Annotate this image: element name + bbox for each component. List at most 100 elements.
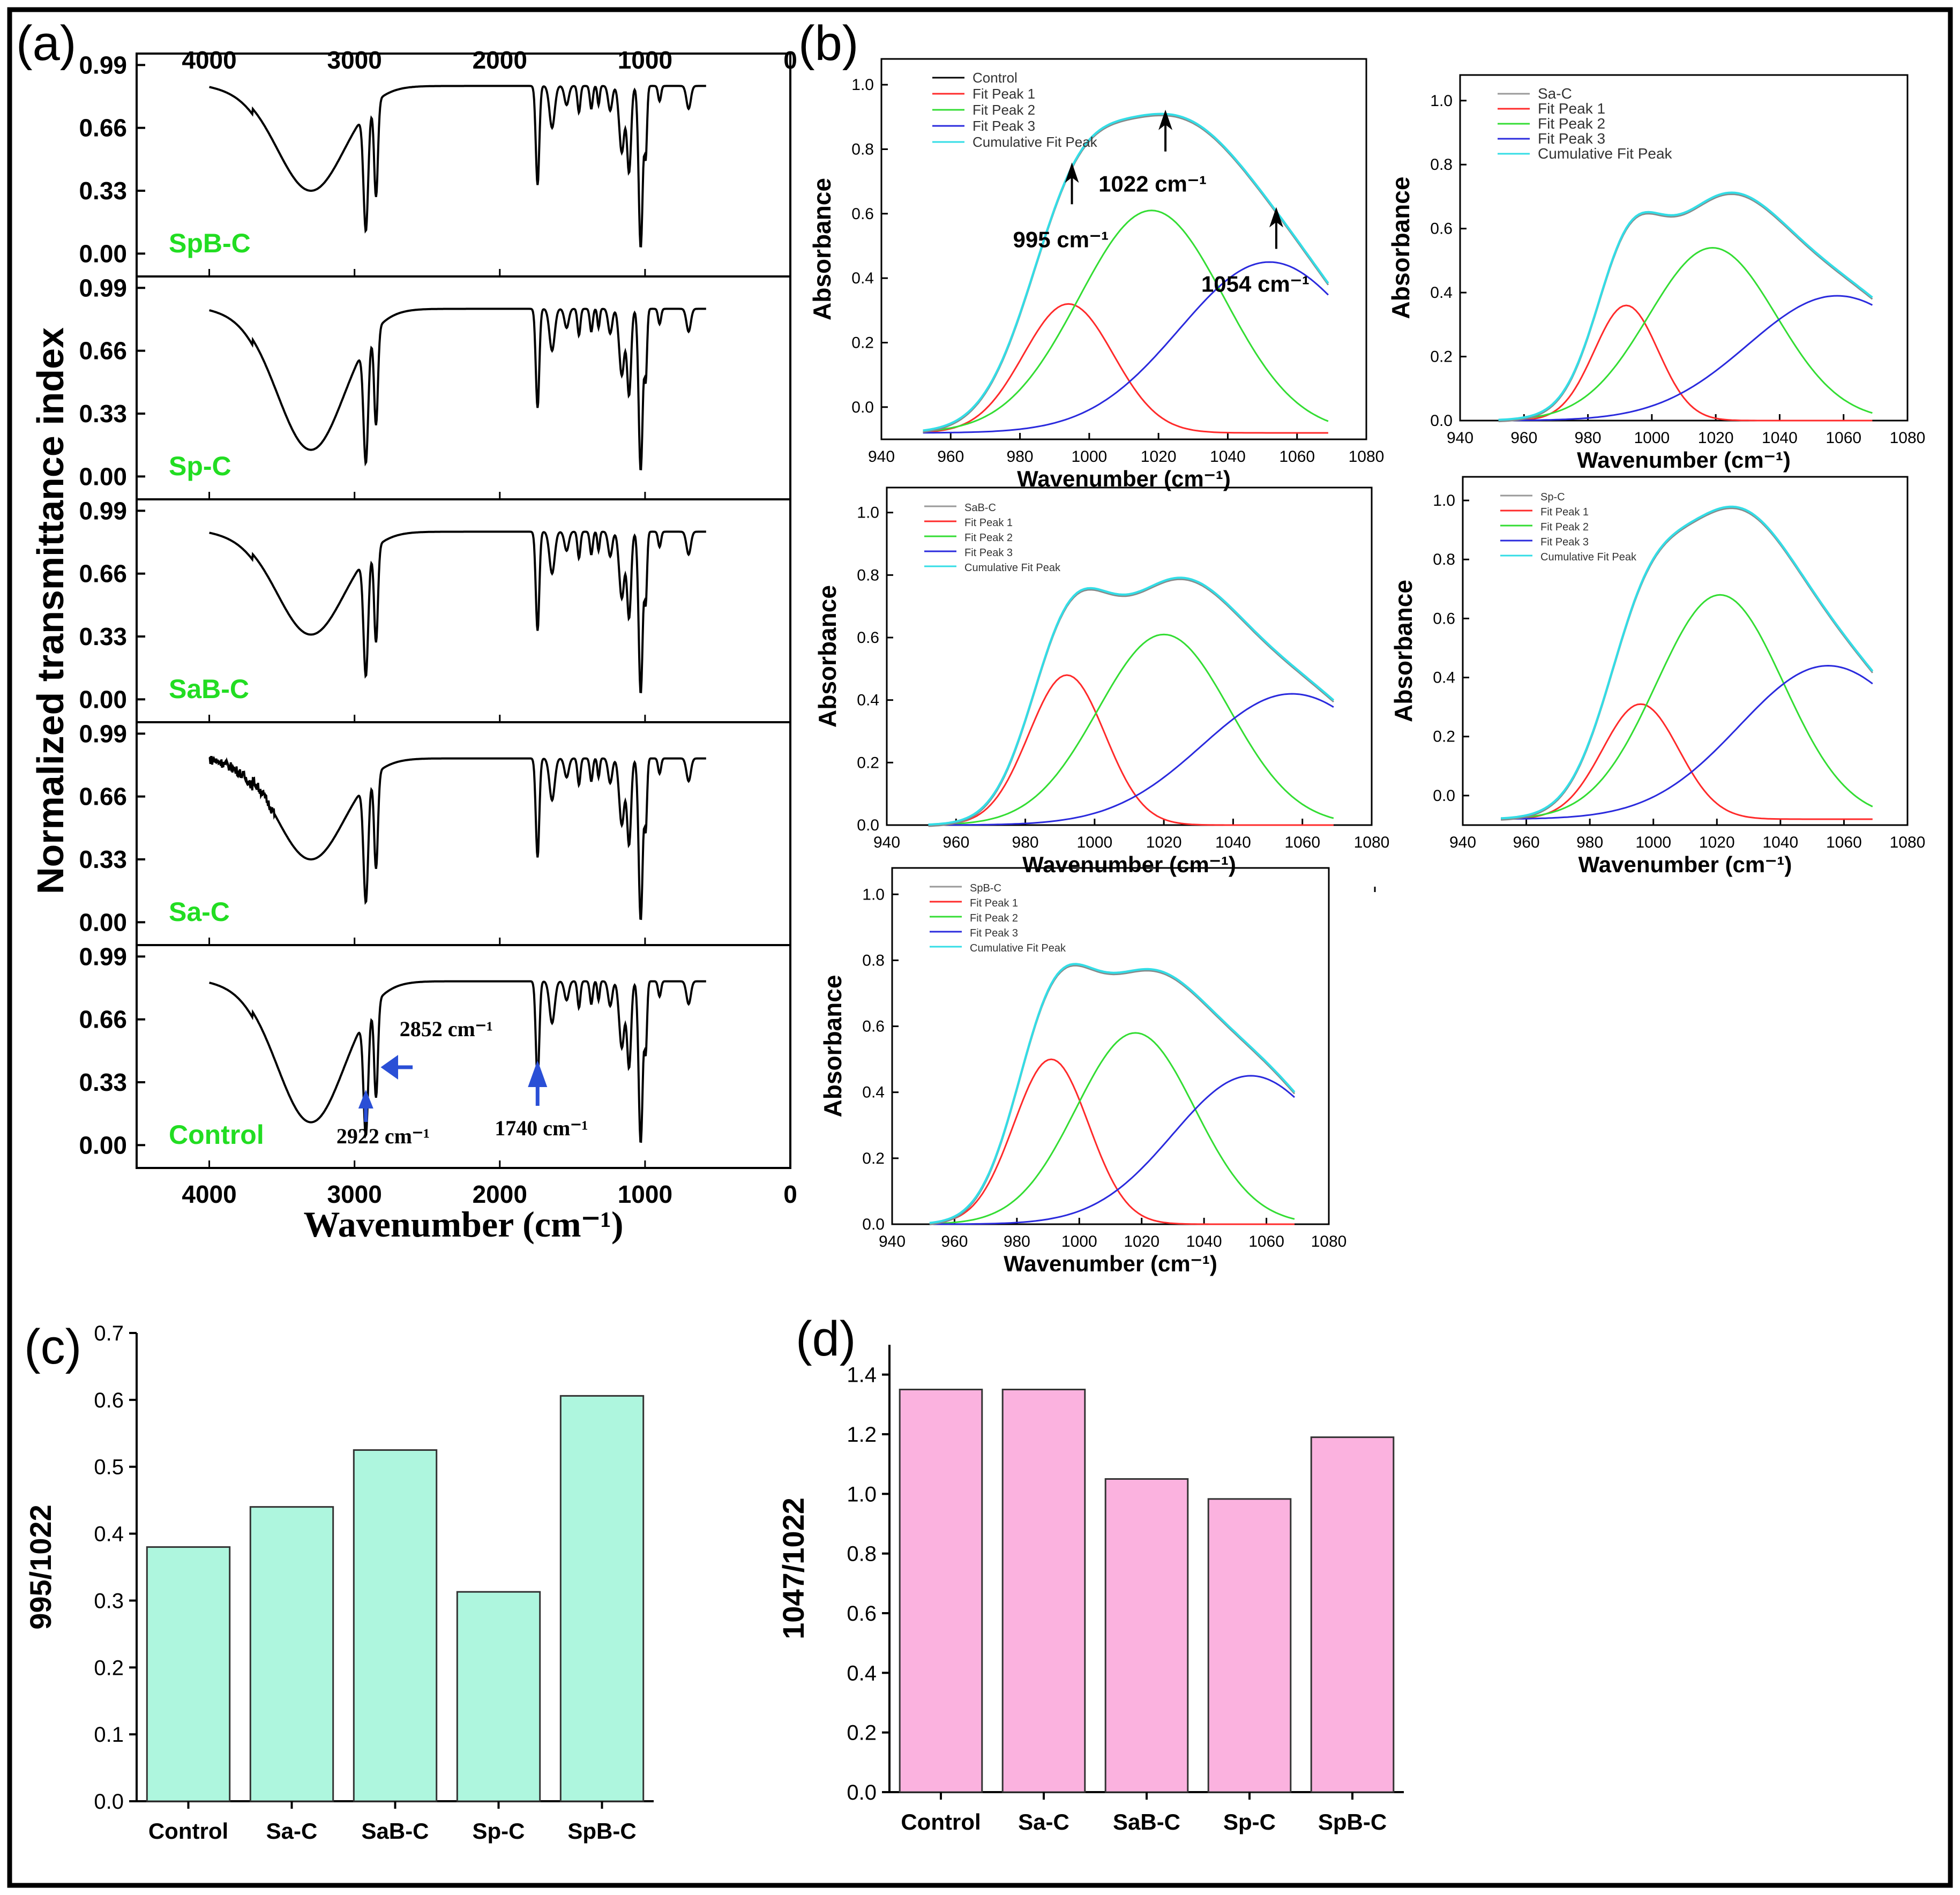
y-tick-label: 0.4 bbox=[857, 692, 879, 709]
y-axis-label: 1047/1022 bbox=[776, 1497, 810, 1639]
y-tick-label: 0.99 bbox=[79, 497, 127, 525]
y-tick-label: 0.33 bbox=[79, 177, 127, 205]
y-tick-label: 1.0 bbox=[862, 886, 885, 903]
legend-label: Sp-C bbox=[1540, 491, 1565, 503]
legend-label: Fit Peak 1 bbox=[1538, 100, 1605, 117]
x-tick-label: 3000 bbox=[327, 1180, 381, 1208]
y-tick-label: 0.99 bbox=[79, 942, 127, 970]
y-tick-label: 0.1 bbox=[94, 1723, 124, 1747]
y-tick-label: 0.8 bbox=[862, 952, 885, 969]
annotation-arrowhead bbox=[1065, 162, 1079, 183]
fit-peak-2-curve bbox=[929, 1032, 1295, 1225]
y-tick-label: 0.0 bbox=[862, 1216, 885, 1233]
y-tick-label: 0.66 bbox=[79, 114, 127, 142]
y-tick-label: 0.6 bbox=[1433, 610, 1455, 627]
x-tick-label: 1020 bbox=[1699, 834, 1735, 851]
x-tick-label: 1080 bbox=[1311, 1233, 1347, 1250]
plot-frame bbox=[891, 867, 1330, 1225]
x-tick-label: 1020 bbox=[1124, 1233, 1159, 1250]
y-tick-label: 0.3 bbox=[94, 1589, 124, 1613]
x-tick-label: 1000 bbox=[1635, 834, 1671, 851]
y-tick-label: 0.33 bbox=[79, 1068, 127, 1096]
x-tick-label: 1080 bbox=[1349, 448, 1385, 466]
fit-peak-3-curve bbox=[928, 693, 1334, 826]
x-tick-label: 960 bbox=[941, 1233, 968, 1250]
y-axis-label: Absorbance bbox=[819, 975, 847, 1118]
x-tick-label: 1000 bbox=[618, 1180, 672, 1208]
x-tick-label: 1000 bbox=[1634, 429, 1670, 447]
y-tick-label: 0.2 bbox=[1433, 728, 1455, 746]
x-tick-label-top: 1000 bbox=[618, 46, 672, 74]
annotation-2852: 2852 cm⁻¹ bbox=[400, 1017, 493, 1041]
spectrum-line-sab-c bbox=[209, 530, 706, 693]
fit-peak-2-curve bbox=[1501, 594, 1873, 820]
x-tick-label-top: 2000 bbox=[473, 46, 527, 74]
legend-label: Fit Peak 3 bbox=[970, 927, 1018, 939]
sample-label: SpB-C bbox=[169, 228, 251, 258]
y-tick-label: 1.4 bbox=[847, 1364, 877, 1387]
y-tick-label: 0.0 bbox=[847, 1781, 877, 1804]
y-tick-label: 0.2 bbox=[857, 754, 879, 772]
x-tick-label: 1040 bbox=[1186, 1233, 1222, 1250]
x-tick-label: 980 bbox=[1575, 429, 1602, 447]
plot-frame bbox=[1462, 476, 1909, 826]
x-tick-label: Control bbox=[901, 1809, 981, 1834]
annotation-arrowhead bbox=[1158, 109, 1173, 130]
x-tick-label: 1080 bbox=[1890, 834, 1926, 851]
bar-spb-c bbox=[559, 1395, 645, 1802]
plot-frame bbox=[886, 486, 1373, 826]
y-tick-label: 0.6 bbox=[1430, 220, 1453, 238]
cumulative-fit-curve bbox=[928, 576, 1335, 826]
y-tick-label: 0.2 bbox=[847, 1721, 877, 1745]
x-tick-label: 980 bbox=[1004, 1233, 1030, 1250]
y-tick-label: 0.4 bbox=[1433, 669, 1455, 687]
legend-label: Cumulative Fit Peak bbox=[1540, 551, 1637, 563]
bar-control bbox=[899, 1389, 983, 1793]
y-axis-label: Absorbance bbox=[1389, 580, 1417, 722]
fit-peak-2-curve bbox=[928, 633, 1334, 826]
y-tick-label: 0.4 bbox=[94, 1523, 124, 1546]
y-tick-label: 0.8 bbox=[1433, 551, 1455, 568]
y-tick-label: 0.66 bbox=[79, 560, 127, 588]
x-tick-label: 940 bbox=[873, 834, 900, 851]
bar-sp-c bbox=[1207, 1498, 1292, 1793]
x-tick-label: 960 bbox=[1510, 429, 1537, 447]
fit-peak-2-curve bbox=[923, 209, 1329, 432]
x-tick-label: 940 bbox=[1447, 429, 1473, 447]
y-axis-label: 995/1022 bbox=[24, 1504, 57, 1630]
x-tick-label: 1080 bbox=[1890, 429, 1926, 447]
y-tick-label: 0.6 bbox=[847, 1602, 877, 1626]
sample-label: Sp-C bbox=[169, 451, 231, 481]
legend-label: Fit Peak 1 bbox=[964, 517, 1013, 529]
x-axis-label: Wavenumber (cm⁻¹) bbox=[1004, 1251, 1217, 1276]
y-tick-label: 0.99 bbox=[79, 720, 127, 747]
y-tick-label: 0.0 bbox=[857, 817, 879, 834]
x-tick-label: 1040 bbox=[1215, 834, 1251, 851]
panel-label: (a) bbox=[16, 16, 76, 71]
arrowhead-1740 bbox=[528, 1060, 548, 1087]
y-tick-label: 0.00 bbox=[79, 462, 127, 490]
y-tick-label: 0.66 bbox=[79, 783, 127, 811]
x-tick-label: 2000 bbox=[473, 1180, 527, 1208]
legend-label: Fit Peak 2 bbox=[1538, 115, 1605, 132]
y-tick-label: 0.8 bbox=[847, 1542, 877, 1566]
y-tick-label: 0.00 bbox=[79, 1131, 127, 1159]
bar-control bbox=[146, 1546, 231, 1802]
bar-sab-c bbox=[1104, 1478, 1189, 1793]
y-tick-label: 1.2 bbox=[847, 1423, 877, 1447]
y-tick-label: 0.66 bbox=[79, 1006, 127, 1033]
y-axis-label: Normalized transmittance index bbox=[29, 327, 71, 894]
fit-peak-2-curve bbox=[1498, 246, 1873, 421]
y-tick-label: 0.4 bbox=[847, 1661, 877, 1685]
panel-a: (a) 4000400030003000200020001000100000Wav… bbox=[16, 16, 797, 1245]
bar-sa-c bbox=[1001, 1389, 1086, 1793]
y-tick-label: 0.0 bbox=[851, 399, 874, 416]
x-tick-label: 1000 bbox=[1076, 834, 1112, 851]
x-tick-label: 1060 bbox=[1826, 834, 1862, 851]
x-axis-label: Wavenumber (cm⁻¹) bbox=[1577, 447, 1791, 473]
panel-label: (c) bbox=[24, 1320, 81, 1374]
x-tick-label: Sa-C bbox=[1018, 1809, 1069, 1834]
x-tick-label: 1060 bbox=[1826, 429, 1861, 447]
x-tick-label: 4000 bbox=[182, 1180, 236, 1208]
